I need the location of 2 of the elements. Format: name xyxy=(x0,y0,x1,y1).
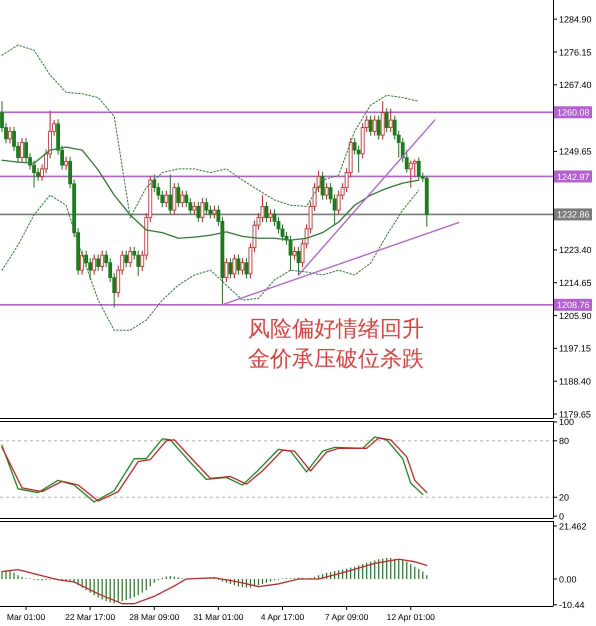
annotation: 风险偏好情绪回升 xyxy=(248,316,424,341)
annotation: 金价承压破位杀跌 xyxy=(248,346,424,371)
